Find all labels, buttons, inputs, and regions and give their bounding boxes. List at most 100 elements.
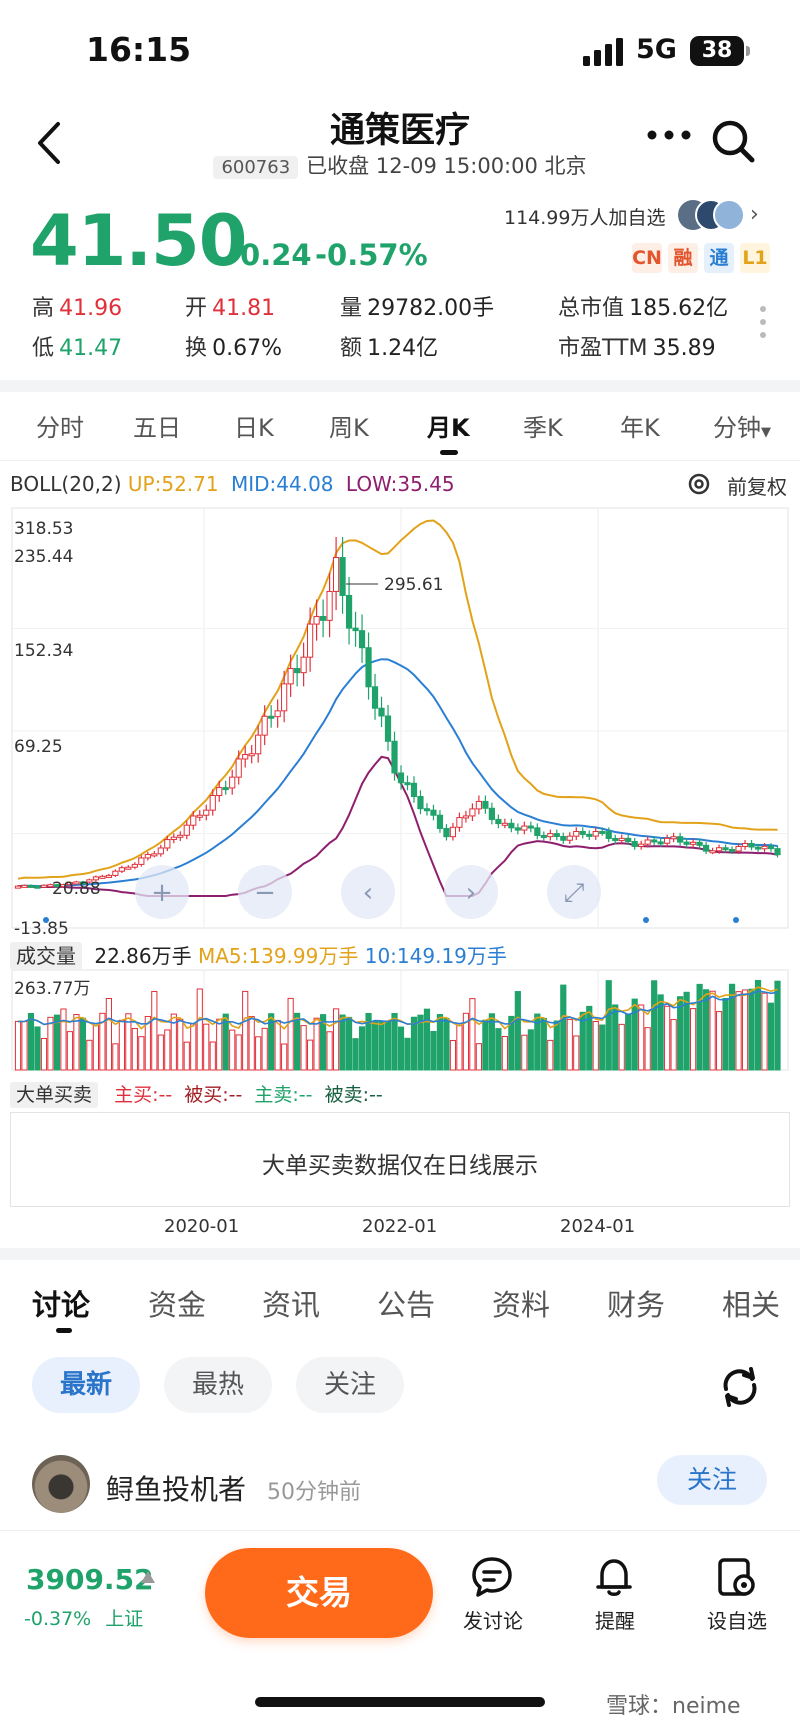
settings-gear-icon[interactable]: [686, 471, 712, 497]
filter-hot[interactable]: 最热: [164, 1357, 272, 1413]
volume-bar: [157, 1034, 164, 1071]
candle-body: [638, 843, 645, 847]
tab-news[interactable]: 资讯: [262, 1288, 321, 1322]
volume-bar: [378, 1020, 385, 1071]
volume-bar: [722, 997, 729, 1071]
badge-connect[interactable]: 通: [704, 243, 734, 273]
candle-body: [625, 837, 632, 843]
tab-profile[interactable]: 资料: [492, 1288, 551, 1322]
volume-bar: [670, 1019, 677, 1071]
tab-minute[interactable]: 分钟▼: [713, 414, 771, 442]
zoom-out-icon[interactable]: −: [238, 865, 292, 919]
tab-related[interactable]: 相关: [722, 1288, 781, 1322]
candle-body: [404, 782, 411, 786]
candle-body: [125, 866, 132, 870]
refresh-icon[interactable]: [718, 1365, 762, 1409]
volume-bar: [255, 1036, 262, 1071]
badge-l1[interactable]: L1: [740, 243, 770, 273]
tab-discussion[interactable]: 讨论: [32, 1288, 91, 1322]
add-watchlist-icon[interactable]: [714, 1555, 758, 1599]
tab-announcements[interactable]: 公告: [377, 1288, 436, 1322]
volume-bar: [728, 983, 736, 1071]
volume-bar: [138, 1036, 145, 1071]
tab-funds[interactable]: 资金: [148, 1288, 207, 1322]
volume-max-label: 263.77万: [14, 979, 90, 999]
bell-icon[interactable]: [592, 1555, 636, 1599]
post-discussion-label[interactable]: 发讨论: [463, 1609, 523, 1633]
tab-weekly-k[interactable]: 周K: [329, 414, 369, 442]
candle-body: [410, 782, 418, 798]
follow-button[interactable]: 关注: [657, 1455, 767, 1505]
candle-body: [92, 876, 99, 881]
watcher-avatars-icon[interactable]: [676, 198, 746, 232]
market-status-line: 600763 已收盘 12-09 15:00:00 北京: [0, 150, 800, 180]
active-tab-indicator: [56, 1328, 72, 1333]
candle-body: [741, 842, 749, 848]
remind-label[interactable]: 提醒: [595, 1609, 635, 1633]
tab-daily-k[interactable]: 日K: [234, 414, 274, 442]
candle-body: [599, 830, 606, 834]
tab-financials[interactable]: 财务: [607, 1288, 666, 1322]
candle-body: [482, 800, 489, 809]
tab-five-day[interactable]: 五日: [133, 414, 181, 442]
candle-body: [281, 683, 288, 712]
big-order-indicator[interactable]: 大单买卖 主买:-- 被买:-- 主卖:-- 被卖:--: [10, 1080, 383, 1108]
volume-bar: [501, 1036, 508, 1071]
tab-monthly-k[interactable]: 月K: [427, 414, 470, 442]
back-arrow-icon[interactable]: [30, 118, 70, 168]
candle-body: [696, 841, 703, 846]
badge-margin[interactable]: 融: [668, 243, 698, 273]
tab-intraday[interactable]: 分时: [36, 414, 84, 442]
search-icon[interactable]: [710, 118, 756, 164]
tab-yearly-k[interactable]: 年K: [620, 414, 660, 442]
avatar[interactable]: [32, 1455, 90, 1513]
more-dots-icon[interactable]: [646, 127, 692, 143]
index-value[interactable]: 3909.52: [26, 1563, 154, 1596]
pan-right-icon[interactable]: ›: [444, 865, 498, 919]
candle-body: [501, 822, 508, 826]
volume-indicator[interactable]: 成交量 22.86万手 MA5:139.99万手 10:149.19万手: [10, 940, 507, 970]
stock-code: 600763: [213, 156, 299, 179]
trade-button[interactable]: 交易: [205, 1548, 433, 1638]
volume-bar: [774, 980, 781, 1071]
volume-bar: [307, 1039, 314, 1071]
volume-bar: [690, 1008, 697, 1071]
watchlist-label[interactable]: 设自选: [707, 1609, 767, 1633]
comment-icon[interactable]: [470, 1555, 514, 1599]
stats-more-icon[interactable]: [758, 304, 768, 340]
candle-body: [670, 836, 677, 840]
kline-chart[interactable]: 318.53 235.44 152.34 69.25 -13.85 263.77万 295.…: [0, 500, 800, 1220]
volume-bar: [423, 1008, 431, 1071]
tab-quarterly-k[interactable]: 季K: [523, 414, 563, 442]
volume-bar: [229, 1029, 236, 1071]
volume-bar: [27, 1012, 35, 1071]
volume-bar: [99, 1012, 106, 1071]
volume-bar: [384, 1020, 392, 1071]
filter-latest[interactable]: 最新: [32, 1357, 140, 1413]
pan-left-icon[interactable]: ‹: [341, 865, 395, 919]
index-change[interactable]: -0.37% 上证: [24, 1608, 144, 1630]
zoom-in-icon[interactable]: +: [135, 865, 189, 919]
volume-bar: [281, 1043, 288, 1071]
adjust-mode[interactable]: 前复权: [727, 475, 787, 499]
volume-bar: [209, 1041, 216, 1071]
badge-cn[interactable]: CN: [632, 243, 662, 273]
chevron-right-icon[interactable]: ›: [750, 202, 759, 227]
filter-following[interactable]: 关注: [296, 1357, 404, 1413]
fullscreen-icon[interactable]: ⤢: [547, 865, 601, 919]
volume-bar: [553, 1020, 560, 1071]
volume-bar: [274, 1019, 281, 1071]
volume-bar: [573, 1035, 580, 1071]
boll-indicator[interactable]: BOLL(20,2) UP:52.71 MID:44.08 LOW:35.45: [10, 472, 455, 496]
home-indicator[interactable]: [255, 1697, 545, 1707]
watchers-count[interactable]: 114.99万人加自选: [504, 207, 666, 229]
candle-body: [118, 867, 125, 872]
y-tick-label: 69.25: [14, 737, 63, 757]
volume-bar: [625, 1014, 632, 1071]
post-username[interactable]: 鲟鱼投机者: [106, 1473, 247, 1506]
triangle-up-icon: [141, 1571, 155, 1583]
candle-body: [294, 668, 301, 674]
volume-bar: [631, 998, 638, 1071]
candle-body: [144, 854, 151, 859]
candle-body: [196, 814, 203, 818]
